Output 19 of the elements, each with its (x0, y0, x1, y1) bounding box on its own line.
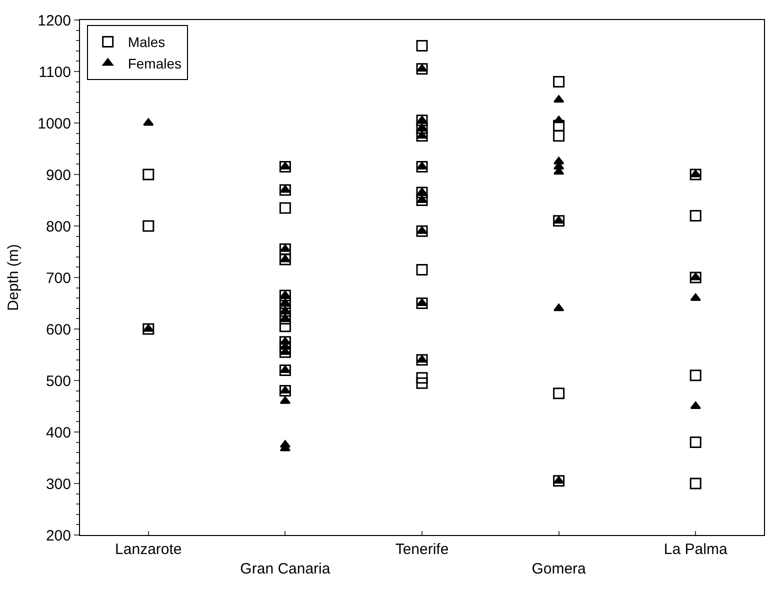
x-tick-label: Lanzarote (115, 541, 182, 558)
y-tick-label: 600 (46, 321, 71, 338)
y-tick-label: 300 (46, 476, 71, 493)
x-tick-label: Tenerife (395, 541, 449, 558)
x-tick-label: Gomera (532, 560, 587, 578)
legend-label: Males (128, 34, 166, 50)
y-tick-label: 1000 (38, 115, 71, 132)
y-tick-label: 500 (46, 372, 71, 390)
y-tick-label: 1200 (38, 12, 71, 30)
y-tick-label: 200 (46, 527, 71, 544)
y-tick-label: 700 (46, 270, 71, 287)
y-tick-label: 800 (46, 218, 71, 236)
y-axis-title: Depth (m) (4, 244, 22, 311)
x-tick-label: La Palma (664, 541, 728, 558)
y-tick-label: 1100 (38, 64, 71, 81)
y-tick-label: 900 (46, 166, 71, 184)
legend-label: Females (128, 55, 182, 72)
y-tick-label: 400 (46, 424, 71, 442)
x-tick-label: Gran Canaria (240, 560, 331, 578)
